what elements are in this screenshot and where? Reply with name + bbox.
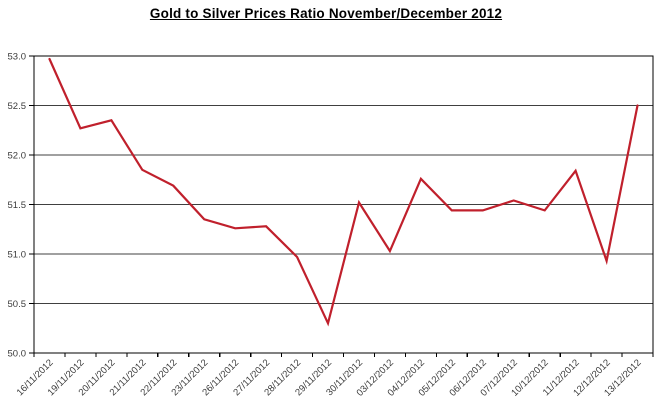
series-group (48, 57, 639, 327)
gold-silver-ratio-line (48, 57, 639, 327)
y-axis-tick-label: 50.5 (8, 299, 27, 310)
y-axis-tick-label: 53.0 (8, 52, 27, 63)
chart-title: Gold to Silver Prices Ratio November/Dec… (149, 6, 503, 21)
y-axis-tick-label: 52.5 (8, 101, 27, 112)
x-axis-ticks (33, 353, 654, 357)
y-axis-tick-label: 50.0 (8, 349, 27, 360)
y-axis-tick-label: 51.0 (8, 250, 27, 261)
y-axis-ticks (29, 55, 34, 354)
y-axis-labels: 50.0 50.5 51.0 51.5 52.0 52.5 53.0 (8, 52, 27, 360)
x-axis-labels: 16/11/201219/11/201220/11/201221/11/2012… (15, 357, 644, 398)
y-axis-tick-label: 52.0 (8, 151, 27, 162)
y-axis-tick-label: 51.5 (8, 200, 27, 211)
